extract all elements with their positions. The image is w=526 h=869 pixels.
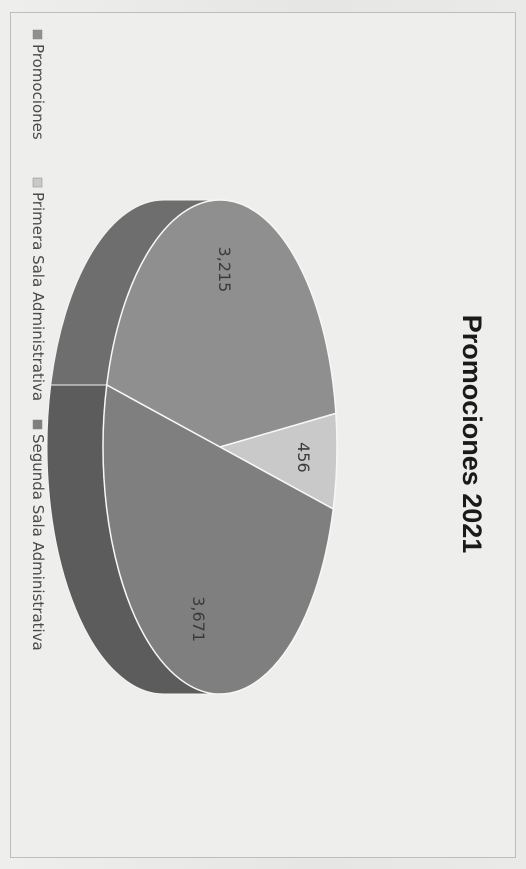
pie-slice-3	[102, 383, 335, 695]
legend-label-3: Segunda Sala Administrativa	[29, 434, 47, 651]
data-label-1: 3,215	[215, 247, 234, 293]
legend-label-2: Primera Sala Administrativa	[29, 192, 47, 401]
chart-title: Promociones 2021	[457, 315, 487, 554]
legend-swatch-1	[32, 29, 43, 40]
pie-plot: 3,215 456 3,671	[46, 199, 338, 695]
legend-swatch-2	[32, 177, 43, 188]
legend-label-1: Promociones	[29, 44, 47, 140]
legend-swatch-3	[32, 419, 43, 430]
data-label-3: 3,671	[189, 596, 208, 642]
pie-slice-1	[105, 199, 337, 448]
chart-legend: Promociones Primera Sala Administrativa Se…	[29, 29, 47, 651]
data-label-2: 456	[294, 442, 313, 473]
